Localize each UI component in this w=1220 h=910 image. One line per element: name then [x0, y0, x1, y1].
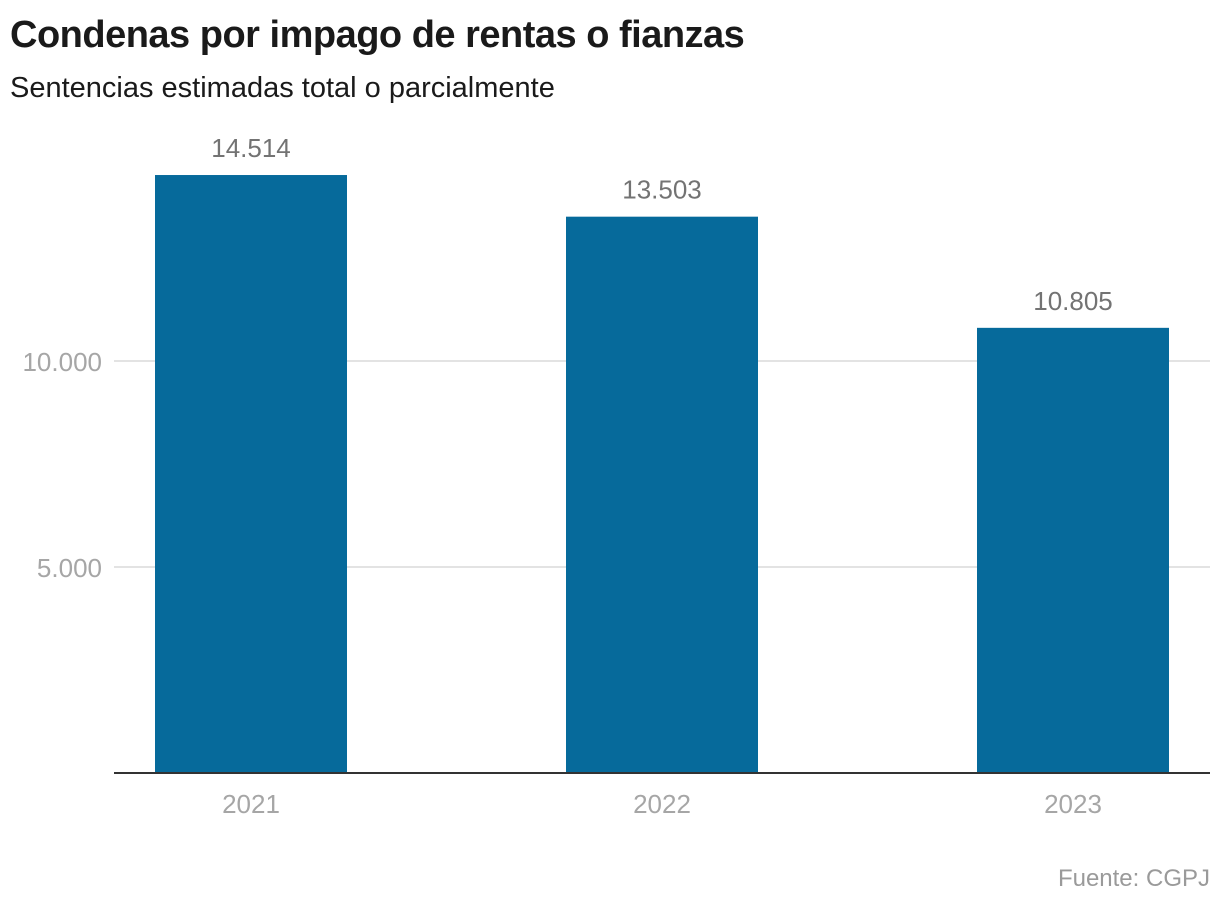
y-tick-label: 5.000 [37, 553, 102, 583]
x-tick-label: 2023 [1044, 789, 1102, 819]
value-label: 10.805 [1033, 286, 1113, 316]
source-note: Fuente: CGPJ [1057, 865, 1210, 892]
bar-2023 [977, 327, 1169, 773]
y-tick-label: 10.000 [22, 347, 102, 377]
chart-title: Condenas por impago de rentas o fianzas [10, 14, 745, 56]
value-labels: 14.514 13.503 10.805 [211, 133, 1113, 316]
value-label: 14.514 [211, 133, 291, 163]
chart-subtitle: Sentencias estimadas total o parcialment… [10, 72, 555, 104]
bar-2022 [566, 216, 758, 774]
x-tick-label: 2022 [633, 789, 691, 819]
bars [155, 175, 1169, 774]
bar-2021 [155, 175, 347, 773]
value-label: 13.503 [622, 175, 702, 205]
y-axis: 5.000 10.000 [22, 347, 102, 583]
x-axis: 2021 2022 2023 [114, 772, 1210, 819]
x-tick-label: 2021 [222, 789, 280, 819]
